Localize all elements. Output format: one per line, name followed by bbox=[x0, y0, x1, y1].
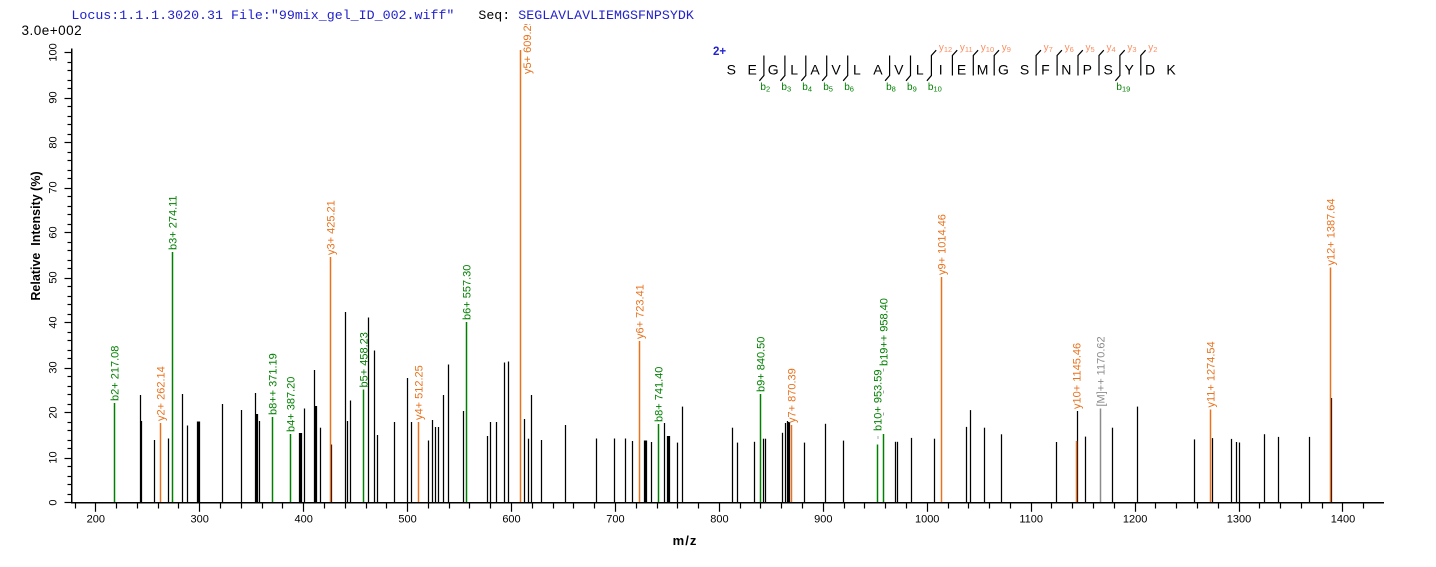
svg-text:y11+ 1274.54: y11+ 1274.54 bbox=[1206, 341, 1218, 407]
svg-text:10: 10 bbox=[48, 451, 60, 463]
svg-text:y5+ 609.29: y5+ 609.29 bbox=[522, 19, 534, 74]
svg-text:E: E bbox=[748, 62, 757, 78]
svg-text:20: 20 bbox=[48, 406, 60, 418]
svg-text:y9: y9 bbox=[1002, 43, 1011, 55]
svg-text:y11: y11 bbox=[960, 43, 973, 55]
svg-text:y10: y10 bbox=[981, 43, 994, 55]
svg-text:2+: 2+ bbox=[713, 46, 726, 58]
svg-text:b9+ 840.50: b9+ 840.50 bbox=[756, 337, 768, 392]
svg-text:1300: 1300 bbox=[1227, 514, 1251, 526]
svg-text:b10+ 953.59: b10+ 953.59 bbox=[873, 370, 885, 431]
svg-text:L: L bbox=[853, 62, 861, 78]
svg-text:Y: Y bbox=[1125, 62, 1135, 78]
svg-text:V: V bbox=[831, 62, 841, 78]
svg-text:60: 60 bbox=[48, 226, 60, 238]
svg-text:b4+ 387.20: b4+ 387.20 bbox=[286, 377, 298, 432]
svg-text:90: 90 bbox=[48, 91, 60, 103]
svg-text:b10: b10 bbox=[928, 82, 942, 94]
svg-text:1000: 1000 bbox=[915, 514, 939, 526]
svg-text:D: D bbox=[1145, 62, 1155, 78]
svg-text:b2: b2 bbox=[760, 82, 770, 94]
svg-text:b4: b4 bbox=[802, 82, 812, 94]
svg-text:y3: y3 bbox=[1127, 43, 1136, 55]
svg-text:500: 500 bbox=[398, 514, 416, 526]
svg-text:y6+ 723.41: y6+ 723.41 bbox=[635, 284, 647, 339]
svg-text:100: 100 bbox=[48, 43, 60, 61]
svg-text:70: 70 bbox=[48, 181, 60, 193]
svg-text:b9: b9 bbox=[907, 82, 917, 94]
svg-text:0: 0 bbox=[48, 499, 60, 505]
svg-text:[M]++ 1170.62: [M]++ 1170.62 bbox=[1096, 336, 1108, 406]
svg-text:b3: b3 bbox=[781, 82, 791, 94]
svg-text:I: I bbox=[939, 62, 943, 78]
svg-text:m/z: m/z bbox=[673, 533, 698, 548]
svg-text:A: A bbox=[810, 62, 820, 78]
svg-text:80: 80 bbox=[48, 136, 60, 148]
svg-text:b6+ 557.30: b6+ 557.30 bbox=[462, 265, 474, 320]
svg-text:b6: b6 bbox=[844, 82, 854, 94]
svg-text:L: L bbox=[916, 62, 924, 78]
svg-text:K: K bbox=[1166, 62, 1176, 78]
svg-text:b8+ 741.40: b8+ 741.40 bbox=[654, 367, 666, 422]
svg-text:y7+ 870.39: y7+ 870.39 bbox=[787, 368, 799, 423]
svg-text:y2: y2 bbox=[1148, 43, 1157, 55]
svg-text:900: 900 bbox=[814, 514, 832, 526]
svg-text:1200: 1200 bbox=[1123, 514, 1147, 526]
svg-text:30: 30 bbox=[48, 361, 60, 373]
svg-text:Relative Intensity (%): Relative Intensity (%) bbox=[29, 171, 43, 300]
svg-text:1400: 1400 bbox=[1331, 514, 1355, 526]
svg-text:b8++ 371.19: b8++ 371.19 bbox=[268, 353, 280, 415]
svg-text:G: G bbox=[768, 62, 779, 78]
svg-text:y12+ 1387.64: y12+ 1387.64 bbox=[1326, 199, 1338, 266]
svg-text:Locus:1.1.1.3020.31 File:"99mi: Locus:1.1.1.3020.31 File:"99mix_gel_ID_0… bbox=[71, 8, 693, 23]
svg-text:G: G bbox=[998, 62, 1009, 78]
svg-text:b3+ 274.11: b3+ 274.11 bbox=[168, 195, 180, 250]
svg-text:F: F bbox=[1041, 62, 1050, 78]
svg-text:V: V bbox=[894, 62, 904, 78]
svg-text:400: 400 bbox=[295, 514, 313, 526]
svg-text:y4+ 512.25: y4+ 512.25 bbox=[414, 365, 426, 420]
svg-text:b19: b19 bbox=[1116, 82, 1130, 94]
svg-text:L: L bbox=[790, 62, 798, 78]
svg-text:b8: b8 bbox=[886, 82, 896, 94]
svg-text:y2+ 262.14: y2+ 262.14 bbox=[156, 366, 168, 421]
svg-text:S: S bbox=[1020, 62, 1029, 78]
svg-text:50: 50 bbox=[48, 271, 60, 283]
svg-text:800: 800 bbox=[710, 514, 728, 526]
svg-text:A: A bbox=[873, 62, 883, 78]
svg-text:S: S bbox=[727, 62, 736, 78]
svg-text:y12: y12 bbox=[939, 43, 952, 55]
svg-text:y9+ 1014.46: y9+ 1014.46 bbox=[937, 214, 949, 275]
svg-text:b2+ 217.08: b2+ 217.08 bbox=[110, 346, 122, 401]
svg-text:40: 40 bbox=[48, 316, 60, 328]
svg-text:1100: 1100 bbox=[1019, 514, 1043, 526]
svg-text:y5: y5 bbox=[1086, 43, 1095, 55]
svg-text:600: 600 bbox=[502, 514, 520, 526]
svg-text:b5: b5 bbox=[823, 82, 833, 94]
svg-text:y4: y4 bbox=[1107, 43, 1116, 55]
svg-text:b19++ 958.40: b19++ 958.40 bbox=[879, 298, 891, 366]
svg-text:3.0e+002: 3.0e+002 bbox=[22, 23, 83, 38]
svg-text:y6: y6 bbox=[1065, 43, 1074, 55]
svg-text:N: N bbox=[1061, 62, 1071, 78]
svg-text:700: 700 bbox=[606, 514, 624, 526]
svg-text:300: 300 bbox=[191, 514, 209, 526]
svg-text:E: E bbox=[957, 62, 966, 78]
svg-text:y7: y7 bbox=[1044, 43, 1053, 55]
svg-text:y3+ 425.21: y3+ 425.21 bbox=[326, 200, 338, 255]
svg-text:S: S bbox=[1104, 62, 1113, 78]
svg-text:200: 200 bbox=[87, 514, 105, 526]
svg-text:y10+ 1145.46: y10+ 1145.46 bbox=[1072, 343, 1084, 409]
svg-text:M: M bbox=[977, 62, 989, 78]
svg-text:P: P bbox=[1083, 62, 1092, 78]
svg-text:b5+ 458.23: b5+ 458.23 bbox=[359, 332, 371, 387]
